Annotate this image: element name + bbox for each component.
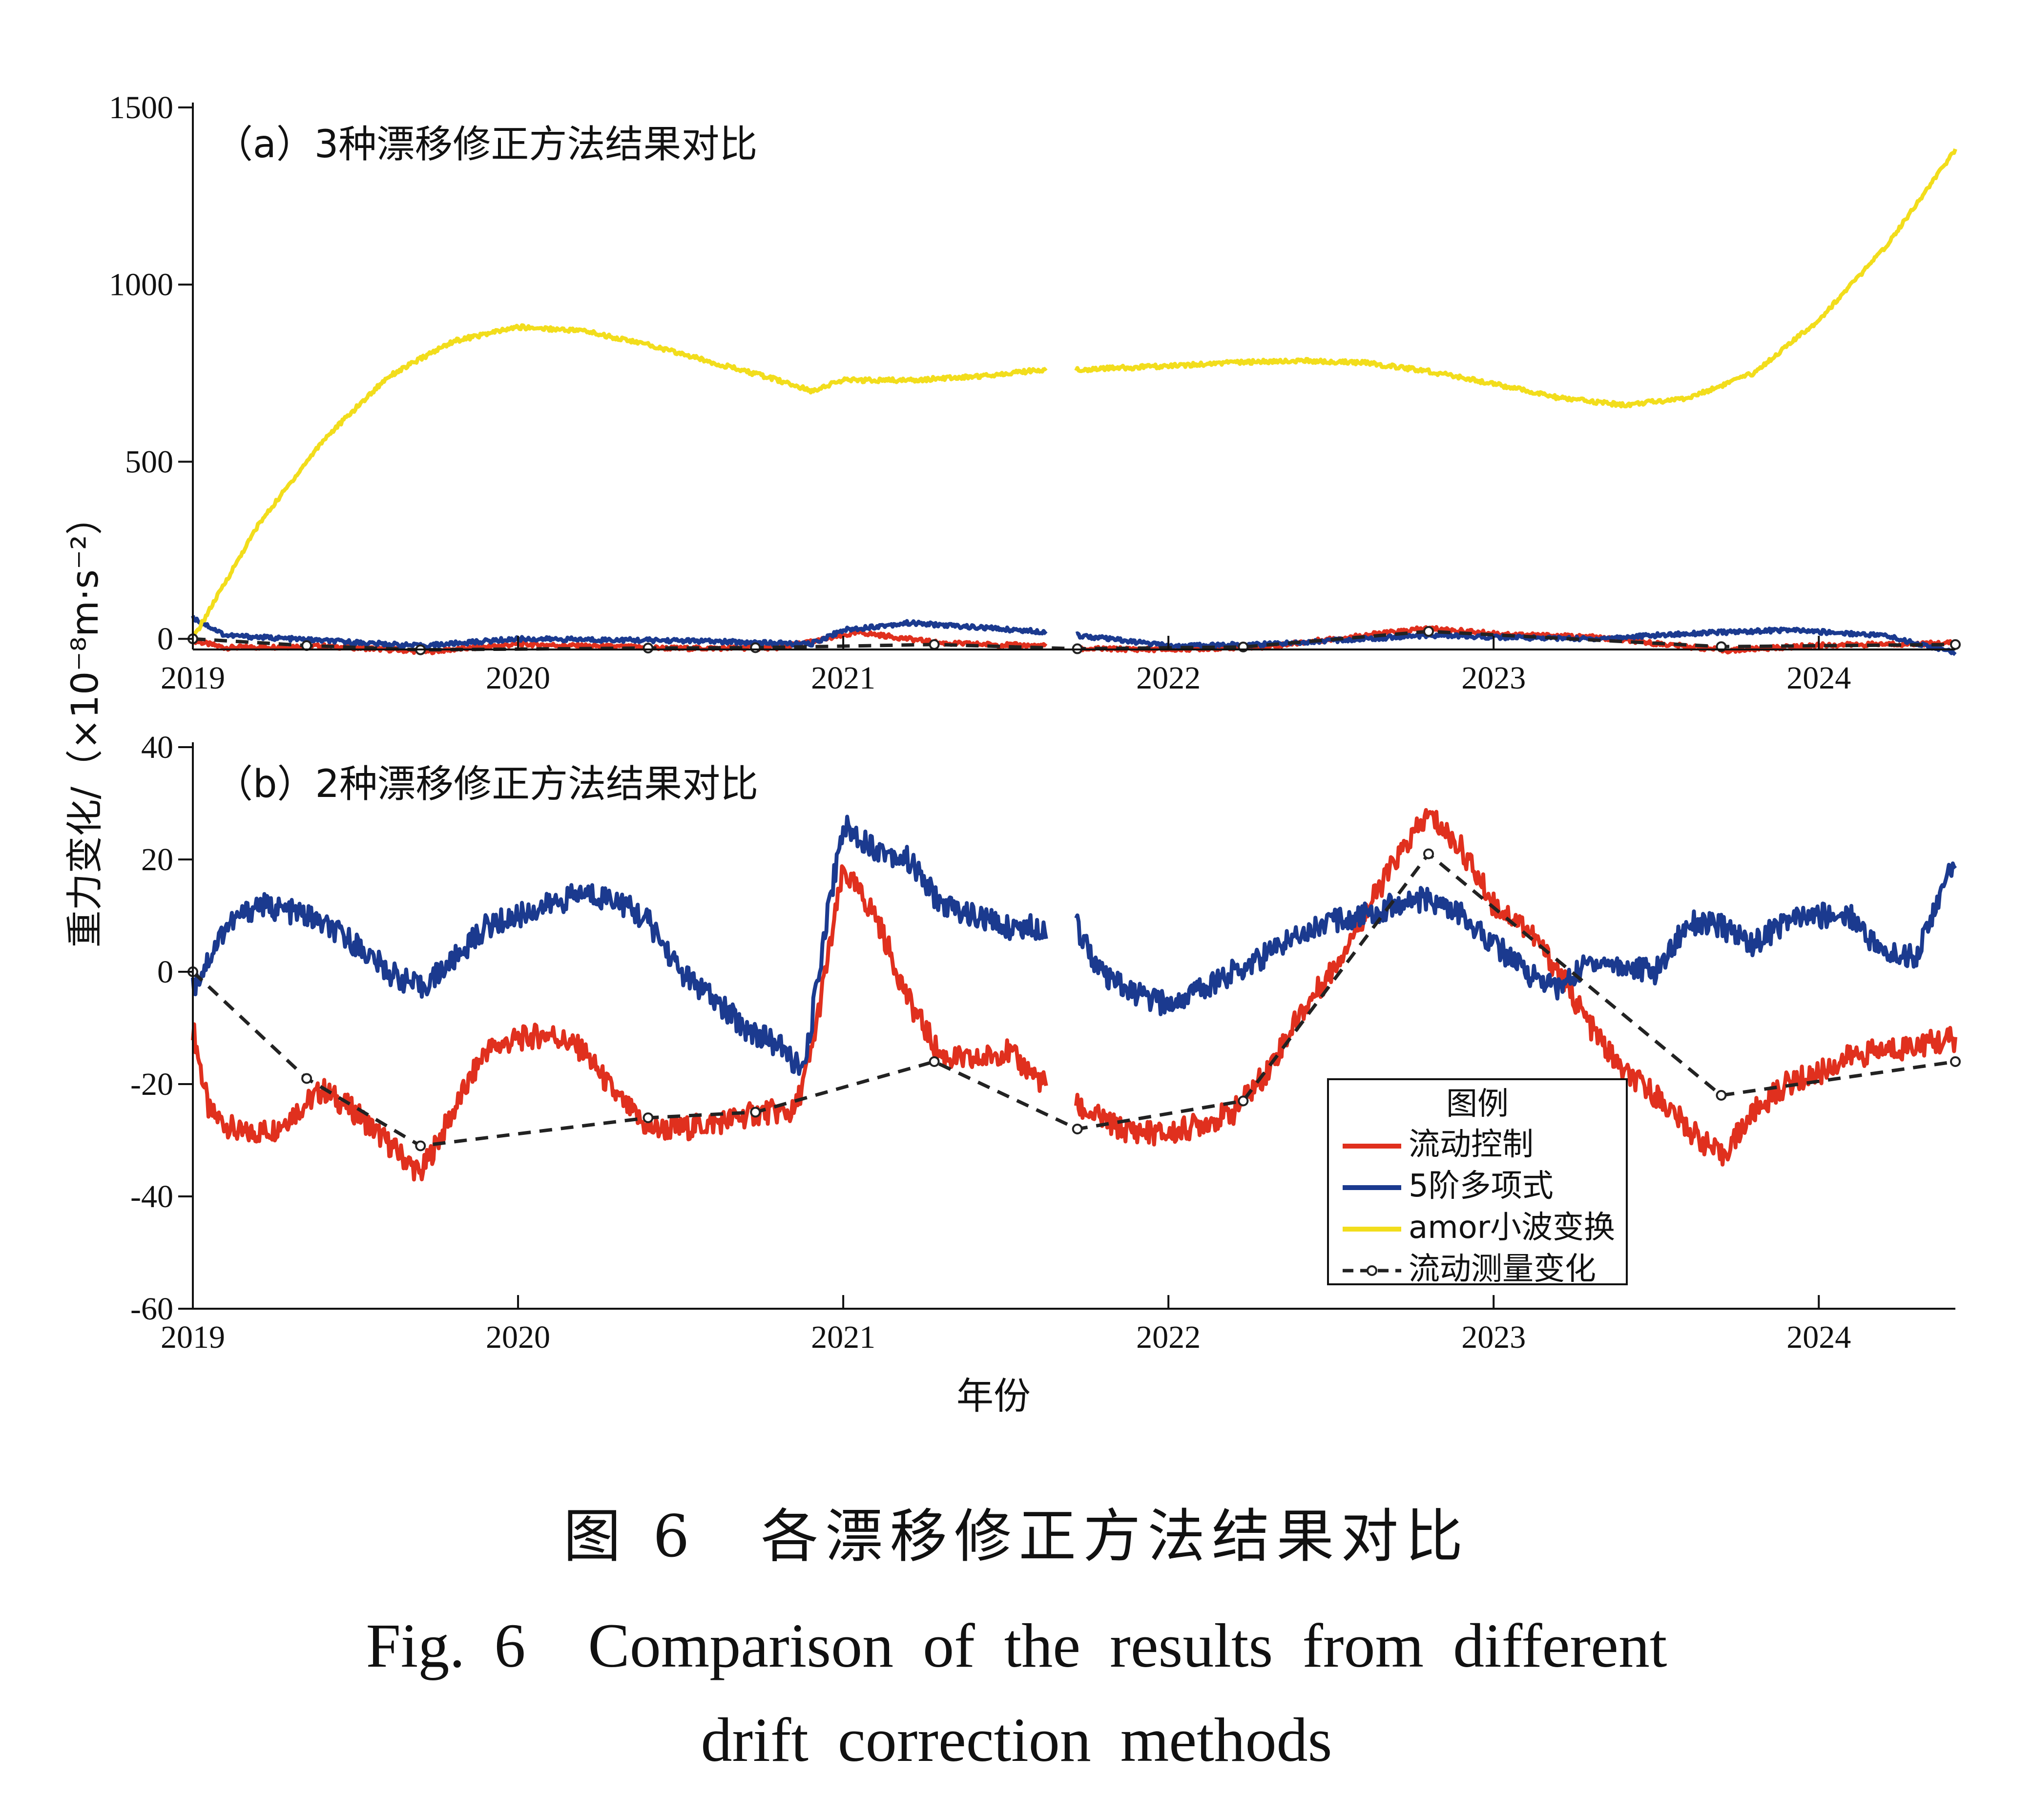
panel-a-x-tick-label: 2022 bbox=[1136, 660, 1201, 696]
panel-b-y-tick-label: 40 bbox=[141, 730, 173, 765]
panel-a-series-2-line bbox=[191, 323, 1048, 639]
panel-a-y-tick-label: 0 bbox=[157, 621, 173, 657]
panel-b-y-tick-label: -20 bbox=[130, 1067, 173, 1102]
panel-b-series-1-line bbox=[191, 815, 1048, 1076]
panel-b-series-2-marker bbox=[1238, 1095, 1249, 1107]
panel-b-y-tick-label: 20 bbox=[141, 842, 173, 878]
panel-b-x-tick-label: 2022 bbox=[1136, 1319, 1201, 1355]
panel-b-series bbox=[187, 808, 1961, 1182]
panel-a-series-3-marker bbox=[1423, 626, 1434, 637]
panel-b-x-tick-label: 2021 bbox=[811, 1319, 875, 1355]
legend-label: amor小波变换 bbox=[1409, 1210, 1615, 1246]
panel-b-y-tick-label: -60 bbox=[130, 1291, 173, 1327]
panel-a-title: （a）3种漂移修正方法结果对比 bbox=[215, 123, 757, 167]
panel-b-series-2-marker bbox=[415, 1140, 426, 1151]
panel-a-series-3-marker bbox=[1950, 639, 1961, 650]
panel-a-x-tick-label: 2023 bbox=[1461, 660, 1526, 696]
legend-label: 流动控制 bbox=[1409, 1127, 1534, 1163]
panel-b-x-tick-label: 2024 bbox=[1786, 1319, 1851, 1355]
panel-a-y-tick-label: 1000 bbox=[109, 267, 173, 303]
panel-a-x-tick-label: 2019 bbox=[161, 660, 225, 696]
panel-a-chart: （a）3种漂移修正方法结果对比 0 500 1000 1500 2019 2020 2021… bbox=[109, 90, 1961, 696]
figure-caption-english-line2: drift correction methods bbox=[701, 1705, 1332, 1775]
panel-b-y-tick-label: 0 bbox=[157, 954, 173, 990]
panel-b-series-2-line bbox=[191, 851, 1956, 1148]
panel-b-y-tick-label: -40 bbox=[130, 1179, 173, 1214]
x-axis-title: 年份 bbox=[956, 1374, 1031, 1418]
panel-b-series-2-marker bbox=[301, 1073, 312, 1084]
panel-a-axes: 0 500 1000 1500 2019 2020 2021 2022 2023 2024 bbox=[109, 90, 1955, 696]
figure-caption-english-line1: Fig. 6 Comparison of the results from di… bbox=[366, 1611, 1667, 1680]
panel-a-y-tick-label: 1500 bbox=[109, 90, 173, 126]
panel-a-x-tick-label: 2024 bbox=[1786, 660, 1851, 696]
panel-a-x-tick-label: 2020 bbox=[486, 660, 550, 696]
panel-a-series-3-marker bbox=[750, 642, 761, 653]
panel-a-series-2-line bbox=[1074, 148, 1957, 409]
panel-b-series-2-marker bbox=[1716, 1090, 1727, 1101]
panel-b-series-2-marker bbox=[1072, 1124, 1083, 1134]
panel-b-series-2-marker bbox=[929, 1056, 940, 1067]
panel-b-series-2-marker bbox=[750, 1107, 761, 1118]
panel-b-series-2-marker bbox=[643, 1112, 654, 1123]
legend-label: 5阶多项式 bbox=[1409, 1168, 1554, 1204]
panel-b-series-0-line bbox=[191, 864, 1048, 1182]
legend-marker bbox=[1367, 1265, 1377, 1276]
panel-a-y-tick-label: 500 bbox=[125, 444, 173, 480]
panel-a-series-0-line bbox=[191, 628, 1048, 655]
panel-a-series-1-line bbox=[1075, 627, 1957, 656]
panel-b-series-0-line bbox=[1074, 808, 1957, 1167]
legend-box bbox=[1327, 1078, 1628, 1285]
panel-b-x-tick-label: 2023 bbox=[1461, 1319, 1526, 1355]
panel-b-series-2-marker bbox=[1423, 848, 1434, 859]
legend-label: 流动测量变化 bbox=[1409, 1251, 1596, 1287]
panel-b-series-2-marker bbox=[1950, 1056, 1961, 1067]
panel-b-axes: -60 -40 -20 0 20 40 2019 2020 2021 2022 2023 2024 bbox=[130, 730, 1955, 1355]
panel-a-series-3-marker bbox=[929, 639, 940, 650]
panel-a-series-1-line bbox=[191, 615, 1048, 649]
legend-title: 图例 bbox=[1446, 1086, 1509, 1122]
panel-b-chart: （b）2种漂移修正方法结果对比 -60 -40 -20 0 20 40 2019 2020 20… bbox=[130, 730, 1961, 1355]
y-axis-title: 重力变化/（×10⁻⁸m·s⁻²） bbox=[63, 498, 106, 948]
panel-b-title: （b）2种漂移修正方法结果对比 bbox=[215, 762, 758, 806]
panel-b-series-1-line bbox=[1074, 861, 1957, 1016]
panel-a-series bbox=[187, 148, 1961, 656]
panel-a-series-3-marker bbox=[643, 643, 654, 654]
figure-caption-chinese: 图 6 各漂移修正方法结果对比 bbox=[563, 1503, 1470, 1570]
panel-b-x-tick-label: 2020 bbox=[486, 1319, 550, 1355]
panel-b-x-tick-label: 2019 bbox=[161, 1319, 225, 1355]
panel-a-x-tick-label: 2021 bbox=[811, 660, 875, 696]
